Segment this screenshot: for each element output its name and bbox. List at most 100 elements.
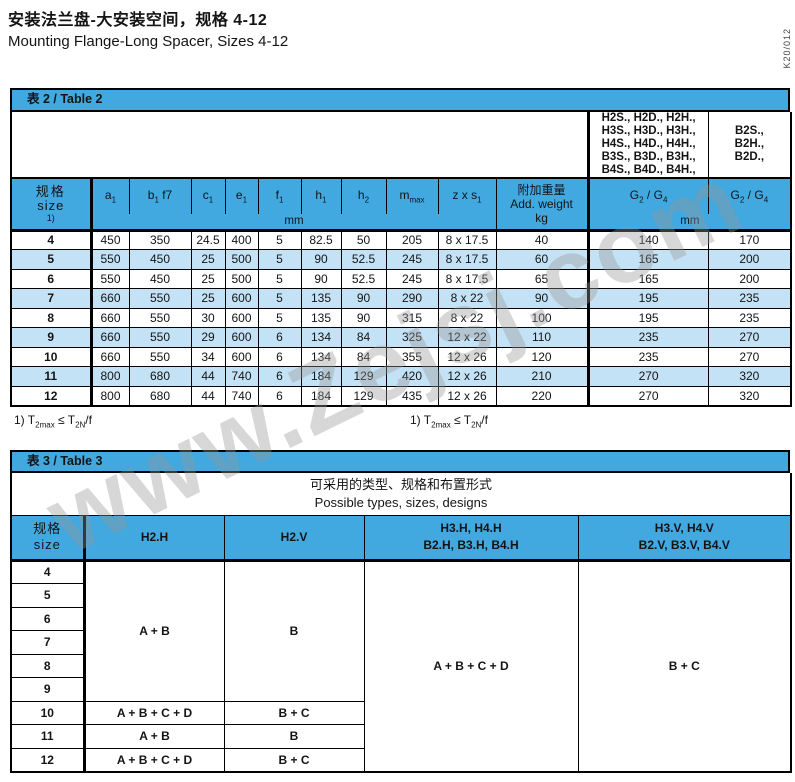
t2-cell: 195 xyxy=(586,307,709,328)
label: a xyxy=(104,188,112,203)
t2-cell: 205 xyxy=(385,229,439,250)
t2-cell: 210 xyxy=(495,366,589,387)
t2-cell: 12 x 26 xyxy=(437,346,497,367)
table3-row: 12 A + B + C + D B + C xyxy=(10,747,791,772)
table2-body: 4 450 350 24.5 400 5 82.5 50 205 8 x 17.5 40 140 17… xyxy=(10,229,792,406)
footnote-text: ≤ T xyxy=(54,413,76,427)
col-header-h1: h1 xyxy=(300,177,342,214)
table2-row: 12 800 680 44 740 6 184 129 435 12 x 26 220 270 320 xyxy=(10,385,792,406)
table3-body: 4 A + B B A + B + C + D B + C 5 6 7 8 9 … xyxy=(10,559,792,772)
t2-cell: 235 xyxy=(707,307,792,328)
t2-cell: 90 xyxy=(300,268,342,289)
t3-size-cell: 10 xyxy=(10,700,86,725)
t2-cell: 200 xyxy=(707,268,792,289)
t2-cell: 50 xyxy=(340,229,387,250)
t2-cell: 60 xyxy=(495,249,589,270)
t2-cell: 600 xyxy=(224,288,259,309)
t3-design-cell: A + B xyxy=(83,724,225,749)
table2-row: 8 660 550 30 600 5 135 90 315 8 x 22 100 195 235 xyxy=(10,307,792,328)
table3-caption-row: 可采用的类型、规格和布置形式 Possible types, sizes, de… xyxy=(10,473,792,516)
t2-cell: 550 xyxy=(128,307,192,328)
table2-row: 5 550 450 25 500 5 90 52.5 245 8 x 17.5 60 165 200 xyxy=(10,249,792,270)
t2-cell: 500 xyxy=(224,249,259,270)
footnote-text: /f xyxy=(481,413,488,427)
group-line: B2.V, B3.V, B4.V xyxy=(638,538,730,552)
label-mid: / G xyxy=(643,188,663,203)
t2-cell: 6 xyxy=(257,346,302,367)
t2-cell: 290 xyxy=(385,288,439,309)
weight-column-header: 附加重量 Add. weight kg xyxy=(495,177,589,232)
t2-cell: 435 xyxy=(385,385,439,406)
size-header-en: size xyxy=(37,197,65,213)
t2-cell: 600 xyxy=(224,307,259,328)
t2-cell: 84 xyxy=(340,327,387,348)
t2-size-cell: 12 xyxy=(10,385,93,406)
t3-size-cell: 11 xyxy=(10,724,86,749)
footnote-sub: 2max xyxy=(431,420,451,430)
col-header-h3v-group: H3.V, H4.V B2.V, B3.V, B4.V xyxy=(577,514,792,562)
t2-cell: 25 xyxy=(190,268,226,289)
col-header-h2v: H2.V xyxy=(223,514,365,562)
t2-cell: 90 xyxy=(300,249,342,270)
size-header-note: 1) xyxy=(46,212,55,223)
t2-cell: 65 xyxy=(495,268,589,289)
t2-cell: 30 xyxy=(190,307,226,328)
t2-cell: 800 xyxy=(90,385,130,406)
t2-cell: 235 xyxy=(707,288,792,309)
table3-row: 6 xyxy=(10,606,791,631)
table3-row: 4 A + B B A + B + C + D B + C xyxy=(10,559,792,772)
label: f xyxy=(275,188,279,203)
label-suffix: f7 xyxy=(158,188,173,203)
label-mid: / G xyxy=(744,188,764,203)
col-header-a1: a1 xyxy=(90,177,130,214)
footnote-left: 1) T2max ≤ T2N/f xyxy=(14,413,92,429)
t2-cell: 129 xyxy=(340,366,387,387)
size-column-header: 规格 size 1) xyxy=(10,177,93,232)
t2-cell: 8 x 17.5 xyxy=(437,268,497,289)
t2-cell: 90 xyxy=(495,288,589,309)
t2-size-cell: 6 xyxy=(10,268,93,289)
t2-cell: 270 xyxy=(707,346,792,367)
table2: H2S., H2D., H2H., H3S., H3D., H3H., H4S.… xyxy=(10,112,793,407)
t2-cell: 90 xyxy=(340,307,387,328)
footnote-right: 1) T2max ≤ T2N/f xyxy=(410,413,488,429)
t2-cell: 8 x 17.5 xyxy=(437,229,497,250)
t2-cell: 550 xyxy=(128,327,192,348)
model-group-a: H2S., H2D., H2H., H3S., H3D., H3H., H4S.… xyxy=(586,112,709,179)
label: G xyxy=(629,188,640,203)
t2-size-cell: 10 xyxy=(10,346,93,367)
t2-cell: 25 xyxy=(190,249,226,270)
table2-row: 11 800 680 44 740 6 184 129 420 12 x 26 210 270 320 xyxy=(10,366,792,387)
t3-design-cell: B + C xyxy=(223,747,365,772)
blank-cell xyxy=(11,112,589,179)
footnote-sub: 2max xyxy=(35,420,55,430)
t2-cell: 800 xyxy=(90,366,130,387)
t2-cell: 134 xyxy=(300,346,342,367)
label-sub: 2 xyxy=(364,195,370,205)
t2-cell: 82.5 xyxy=(300,229,342,250)
t2-cell: 200 xyxy=(707,249,792,270)
t2-cell: 12 x 26 xyxy=(437,385,497,406)
t2-cell: 6 xyxy=(257,366,302,387)
t3-design-cell: B xyxy=(223,724,365,749)
page-title-en: Mounting Flange-Long Spacer, Sizes 4-12 xyxy=(8,33,289,50)
t2-size-cell: 9 xyxy=(10,327,93,348)
table2-section: 表 2 / Table 2 H2S., H2D., H2H., H3S., H3… xyxy=(10,88,793,407)
table3: 可采用的类型、规格和布置形式 Possible types, sizes, de… xyxy=(10,473,793,773)
t2-cell: 34 xyxy=(190,346,226,367)
t3-size-cell: 7 xyxy=(10,630,86,655)
weight-header-zh: 附加重量 xyxy=(517,182,566,197)
size-header-zh: 规格 xyxy=(35,183,66,199)
model-line: H4S., H4D., H4H., xyxy=(601,138,696,150)
footnote-text: /f xyxy=(85,413,92,427)
t2-cell: 29 xyxy=(190,327,226,348)
t2-cell: 135 xyxy=(300,288,342,309)
t2-cell: 170 xyxy=(707,229,792,250)
t2-cell: 165 xyxy=(586,249,709,270)
unit-row: mm mm xyxy=(11,214,792,232)
t2-cell: 660 xyxy=(90,307,130,328)
column-header-row: 规格 size 1) a1 b1 f7 c1 e1 f1 h1 h2 mmax … xyxy=(10,177,792,232)
label-sub: 1 xyxy=(278,195,284,205)
t2-cell: 550 xyxy=(90,268,130,289)
model-line: H2S., H2D., H2H., xyxy=(601,112,696,124)
